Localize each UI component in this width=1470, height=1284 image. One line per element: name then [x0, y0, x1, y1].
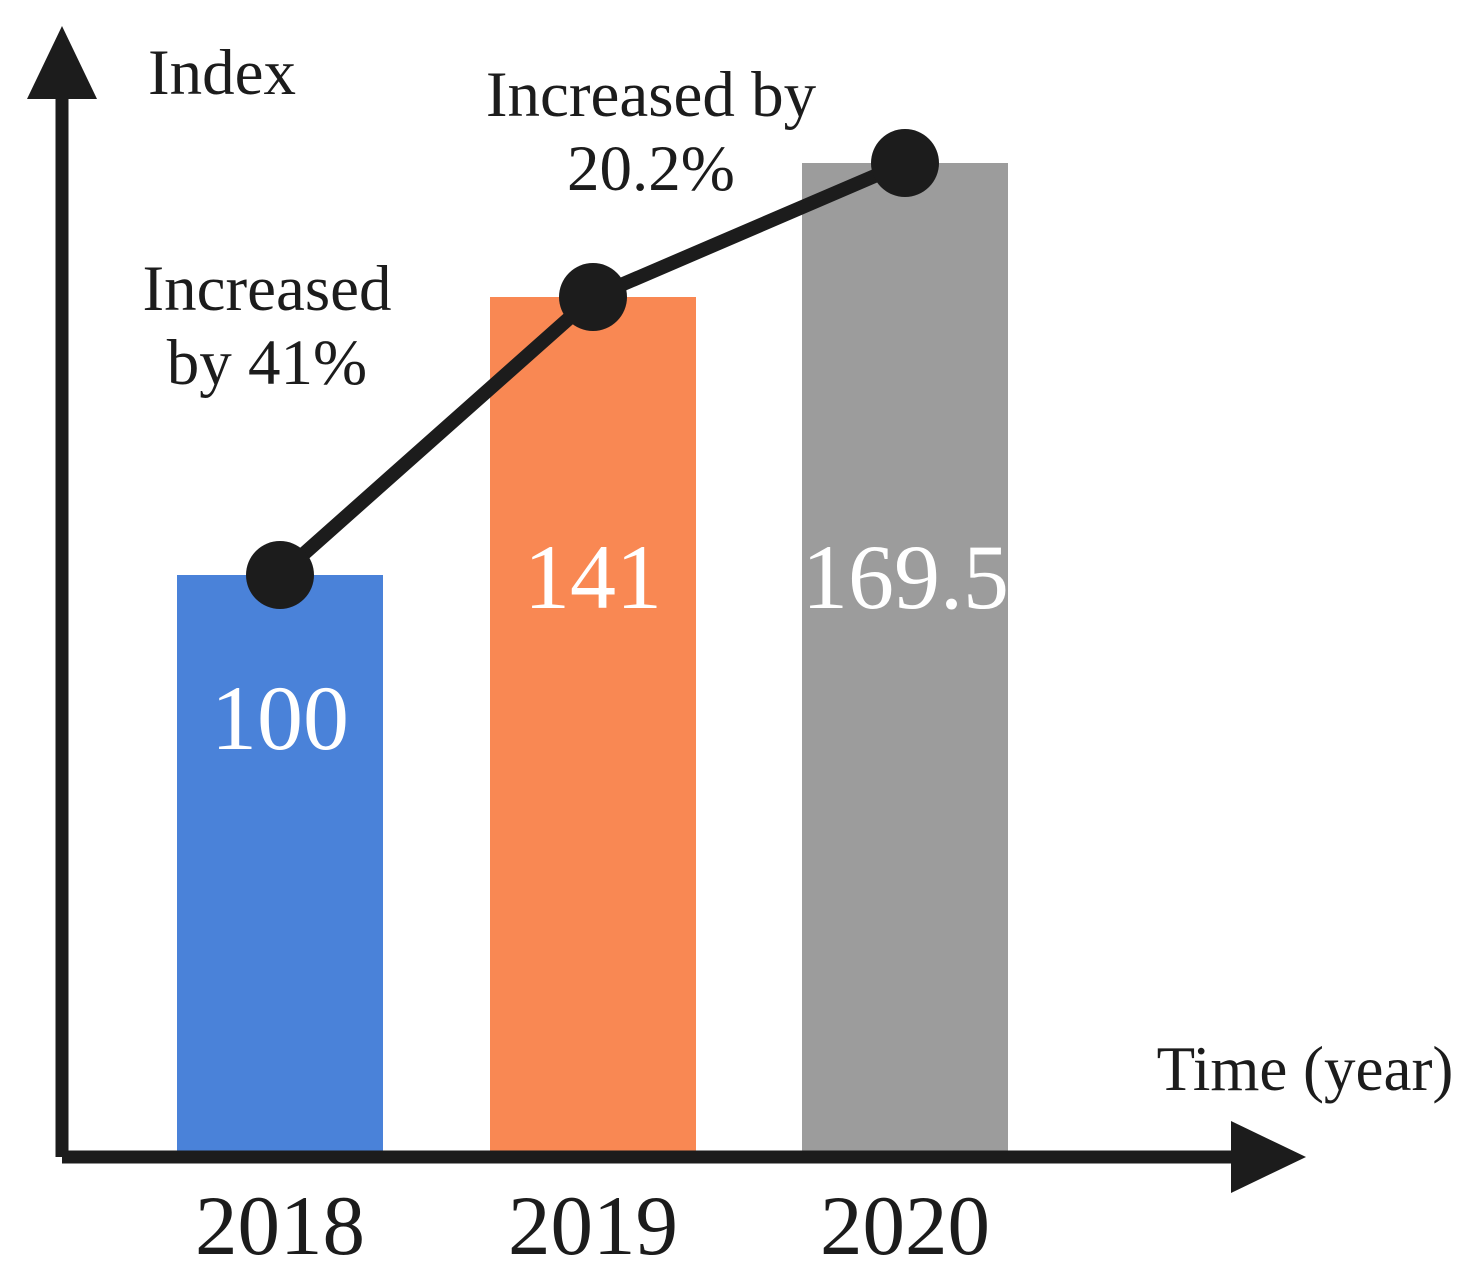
bar-value-label: 141 — [524, 526, 662, 628]
bar-value-label: 169.5 — [802, 526, 1009, 628]
bar-2020: 169.5 — [802, 163, 1009, 1151]
bar-value-label: 100 — [211, 667, 349, 769]
bar-2019: 141 — [490, 297, 696, 1151]
bar-2018: 100 — [177, 575, 383, 1151]
